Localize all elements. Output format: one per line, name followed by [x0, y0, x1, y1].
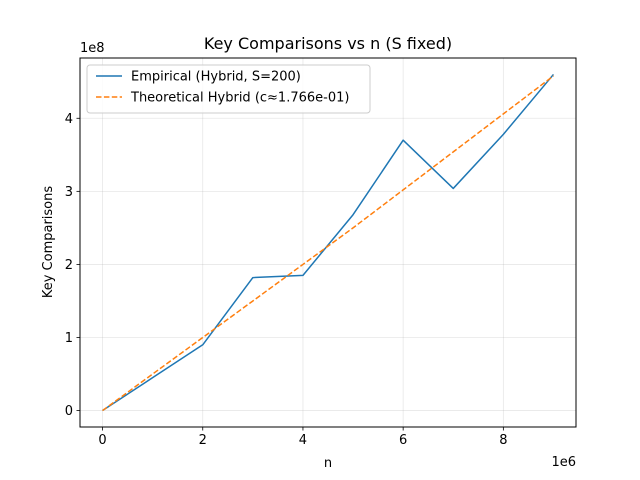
y-tick-label: 0 — [65, 404, 73, 419]
grid — [80, 58, 576, 427]
x-axis-label: n — [324, 456, 332, 471]
y-offset-label: 1e8 — [80, 41, 105, 56]
x-offset-label: 1e6 — [551, 455, 576, 470]
series-line-empirical — [102, 73, 555, 412]
y-tick-label: 3 — [65, 185, 73, 200]
y-axis-label: Key Comparisons — [41, 186, 56, 299]
legend: Empirical (Hybrid, S=200) Theoretical Hy… — [86, 64, 371, 114]
legend-label-empirical: Empirical (Hybrid, S=200) — [131, 70, 301, 85]
series-line-theoretical — [102, 75, 554, 412]
plot-area-frame — [79, 57, 577, 428]
x-tick-label: 8 — [499, 433, 507, 448]
legend-label-theoretical: Theoretical Hybrid (c≈1.766e-01) — [130, 91, 349, 106]
plot-series — [102, 73, 555, 412]
y-tick-label: 2 — [65, 258, 73, 273]
x-tick-label: 4 — [299, 433, 307, 448]
legend-box — [86, 64, 371, 114]
x-tick-label: 0 — [98, 433, 106, 448]
y-axis-ticks: 0 1 2 3 4 — [65, 112, 80, 419]
x-tick-label: 6 — [399, 433, 407, 448]
chart-title: Key Comparisons vs n (S fixed) — [204, 34, 452, 53]
x-axis-ticks: 0 2 4 6 8 — [98, 427, 507, 448]
y-tick-label: 1 — [65, 331, 73, 346]
y-tick-label: 4 — [65, 112, 73, 127]
x-tick-label: 2 — [199, 433, 207, 448]
